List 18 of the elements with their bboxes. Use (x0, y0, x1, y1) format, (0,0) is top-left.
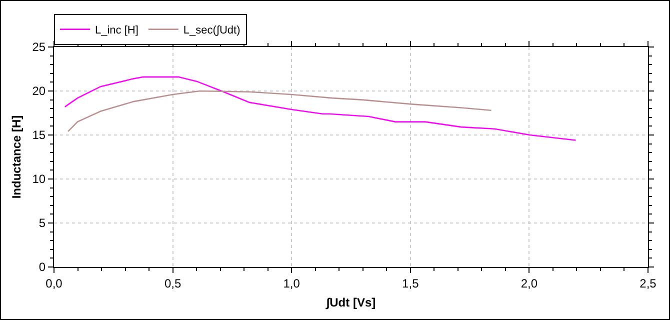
y-tick-label: 0 (38, 260, 46, 274)
legend-label: L_inc [H] (95, 24, 138, 37)
y-tick-label: 10 (32, 172, 46, 186)
x-tick-label: 1,5 (402, 276, 420, 290)
x-tick-label: 2,0 (520, 276, 538, 290)
x-tick-label: 2,5 (640, 276, 657, 290)
x-tick-label: 0,0 (46, 276, 63, 290)
y-tick-label: 25 (32, 40, 46, 54)
line-series (64, 76, 576, 141)
y-axis-title: Inductance [H] (10, 115, 24, 199)
y-tick-label: 15 (32, 128, 46, 142)
x-tick-label: 1,0 (283, 276, 300, 290)
line-series (67, 90, 492, 132)
x-tick-label: 0,5 (164, 276, 182, 290)
y-tick-label: 5 (38, 216, 46, 230)
y-tick-label: 20 (32, 84, 46, 98)
x-axis-title: ∫Udt [Vs] (325, 295, 376, 310)
legend-label: L_sec(∫Udt) (183, 24, 240, 37)
